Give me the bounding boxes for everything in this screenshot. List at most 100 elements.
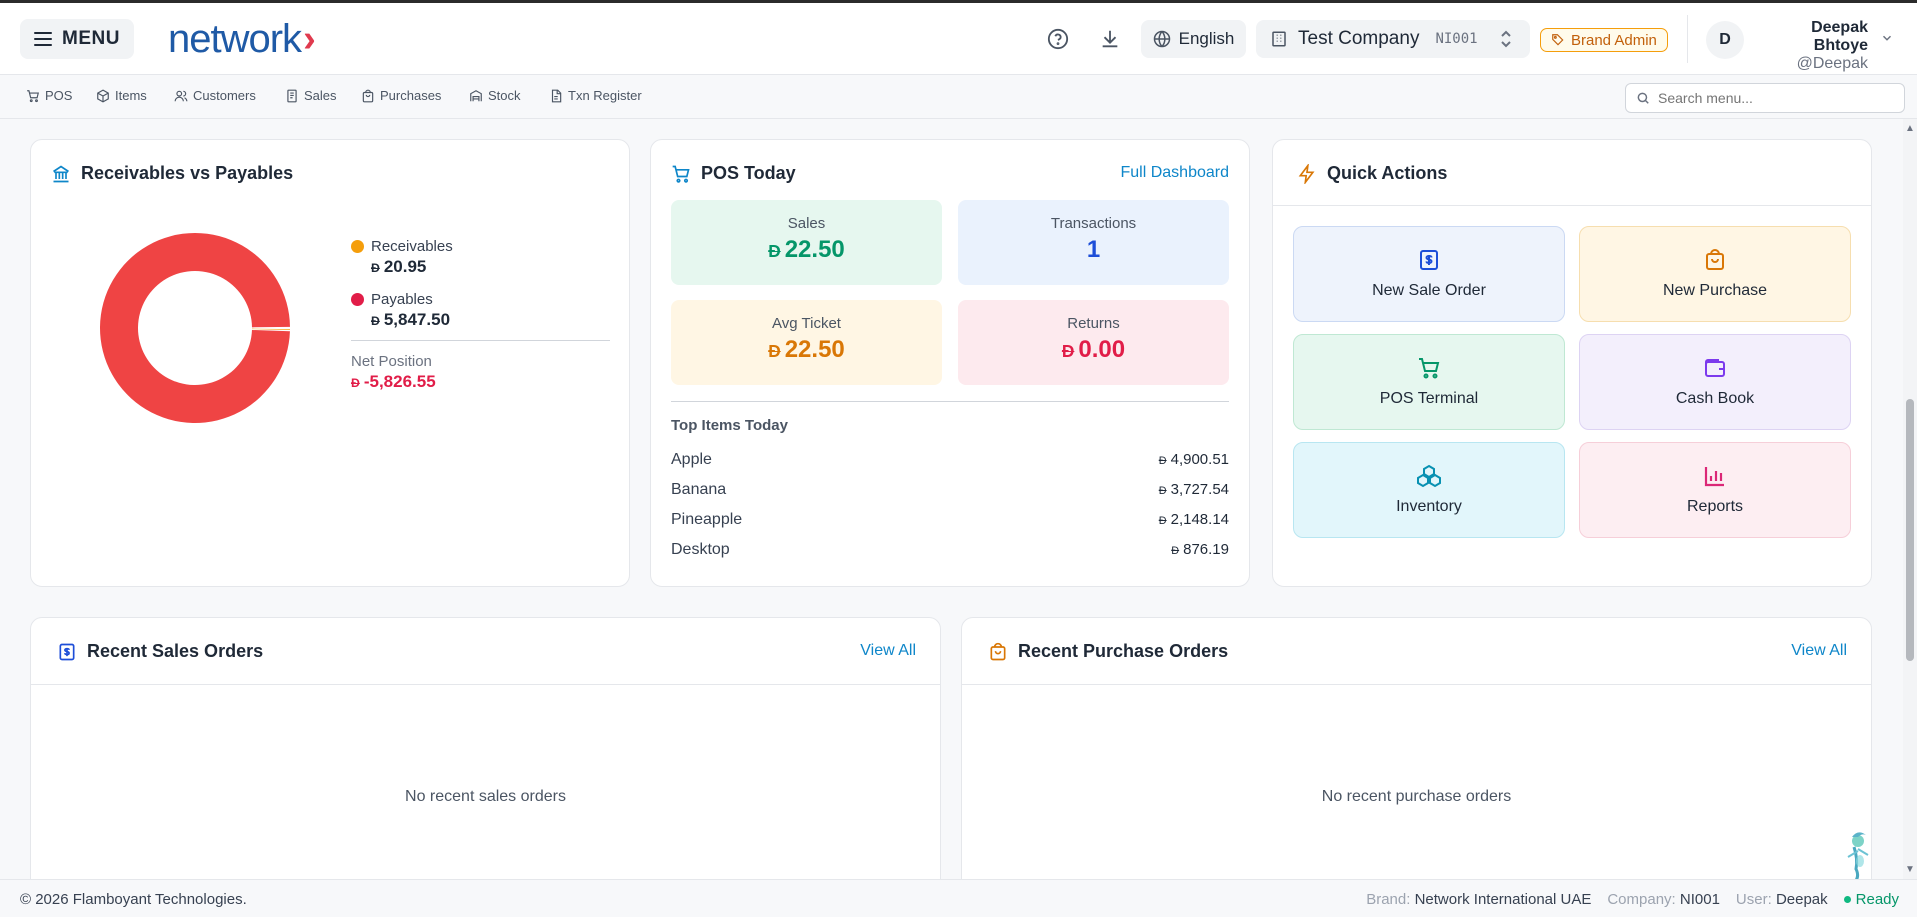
nav-item-txn-register[interactable]: Txn Register	[549, 88, 642, 103]
user-menu[interactable]: Deepak Bhtoye @Deepak	[1758, 19, 1868, 73]
copyright-text: © 2026 Flamboyant Technologies.	[20, 891, 247, 908]
top-item-name: Pineapple	[671, 511, 743, 528]
brand-logo[interactable]: network ›	[168, 17, 316, 62]
stat-label: Returns	[1067, 315, 1120, 332]
nav-item-stock[interactable]: Stock	[469, 88, 521, 103]
net-position-label: Net Position	[351, 353, 432, 370]
quick-actions-title: Quick Actions	[1327, 163, 1448, 183]
search-menu-input[interactable]	[1658, 90, 1878, 106]
avatar[interactable]: D	[1706, 21, 1744, 59]
nav-item-pos[interactable]: POS	[26, 88, 72, 103]
footer-user: User: Deepak	[1736, 891, 1828, 908]
footer-value: Deepak	[1775, 891, 1828, 908]
document-icon	[551, 89, 562, 102]
menu-label: MENU	[62, 28, 120, 49]
view-all-sales-link[interactable]: View All	[860, 642, 916, 659]
quick-actions-card: Quick Actions New Sale Order New Purchas…	[1272, 139, 1872, 587]
receipt-icon	[1420, 250, 1438, 270]
search-menu-field[interactable]	[1625, 83, 1905, 113]
box-icon	[97, 88, 109, 103]
help-icon[interactable]	[1044, 25, 1072, 53]
tile-label: Cash Book	[1675, 390, 1755, 407]
footer-brand: Brand: Network International UAE	[1366, 891, 1591, 908]
avg-ticket-value: 22.50	[784, 336, 845, 363]
view-all-purchases-link[interactable]: View All	[1791, 642, 1847, 659]
company-selector[interactable]: Test Company NI001	[1256, 20, 1530, 58]
top-item-row: Banana Đ 3,727.54	[671, 481, 1229, 499]
bag-icon	[362, 89, 374, 102]
download-icon[interactable]	[1096, 25, 1124, 53]
menu-button[interactable]: MENU	[20, 19, 134, 59]
nav-label: Customers	[193, 88, 256, 103]
full-dashboard-link[interactable]: Full Dashboard	[1120, 164, 1230, 181]
scroll-down-arrow-icon[interactable]: ▼	[1905, 864, 1915, 875]
top-item-name: Banana	[671, 481, 727, 498]
top-item-name: Desktop	[671, 541, 730, 558]
nav-item-purchases[interactable]: Purchases	[361, 88, 441, 103]
hamburger-icon	[34, 32, 53, 46]
company-code: NI001	[1435, 31, 1478, 47]
footer-company: Company: NI001	[1607, 891, 1720, 908]
pos-today-header: POS Today	[671, 163, 796, 184]
shopping-bag-icon	[1706, 249, 1724, 270]
receipt-icon	[287, 89, 297, 102]
recent-purchases-card: Recent Purchase Orders View All No recen…	[961, 617, 1872, 907]
amount-value: 4,900.51	[1170, 451, 1229, 468]
users-icon	[174, 90, 188, 101]
stat-value: Đ 0.00	[958, 336, 1229, 364]
cash-book-button[interactable]: Cash Book	[1579, 334, 1851, 430]
donut-slice-receivables	[251, 328, 290, 330]
sales-value: 22.50	[784, 236, 845, 263]
currency-symbol: Đ	[768, 241, 781, 261]
nav-label: Stock	[488, 88, 521, 103]
nav-label: Txn Register	[568, 88, 642, 103]
header-divider	[1687, 15, 1688, 63]
stat-value: Đ 22.50	[671, 236, 942, 264]
returns-value: 0.00	[1078, 336, 1126, 363]
currency-symbol: Đ	[351, 376, 360, 390]
recent-purchases-divider	[962, 684, 1871, 685]
nav-item-customers[interactable]: Customers	[174, 88, 256, 103]
assistant-mascot-icon[interactable]	[1838, 829, 1878, 885]
payables-value: 5,847.50	[383, 310, 451, 329]
net-position-amount: Đ -5,826.55	[351, 372, 610, 392]
language-selector[interactable]: English	[1141, 20, 1246, 58]
boxes-icon	[1417, 464, 1441, 488]
scroll-thumb[interactable]	[1906, 399, 1914, 661]
chevron-down-icon[interactable]	[1880, 31, 1894, 45]
tag-icon	[1552, 34, 1564, 46]
donut-slice-payables	[100, 233, 290, 424]
top-item-row: Pineapple Đ 2,148.14	[671, 511, 1229, 529]
receivables-card: Receivables vs Payables Receivables Đ 20.…	[30, 139, 630, 587]
receivables-title: Receivables vs Payables	[81, 163, 294, 183]
module-nav: POS Items Customers Sales Purchases Stoc…	[0, 75, 1917, 119]
stat-value: Đ 22.50	[671, 336, 942, 364]
nav-label: POS	[45, 88, 73, 103]
quick-actions-divider	[1273, 205, 1871, 206]
new-purchase-button[interactable]: New Purchase	[1579, 226, 1851, 322]
cart-icon	[27, 89, 39, 102]
currency-symbol: Đ	[371, 314, 380, 328]
inventory-button[interactable]: Inventory	[1293, 442, 1565, 538]
top-item-amount: Đ 2,148.14	[1159, 511, 1229, 529]
page-scrollbar[interactable]: ▲ ▼	[1903, 119, 1917, 879]
pos-terminal-button[interactable]: POS Terminal	[1293, 334, 1565, 430]
top-item-row: Desktop Đ 876.19	[671, 541, 1229, 559]
top-item-amount: Đ 4,900.51	[1159, 451, 1229, 469]
pos-today-card: POS Today Full Dashboard Sales Đ 22.50 Tr…	[650, 139, 1250, 587]
status-footer: © 2026 Flamboyant Technologies. Brand: N…	[0, 879, 1917, 917]
receivables-amount: Đ 20.95	[371, 257, 610, 277]
stat-label: Sales	[787, 215, 826, 232]
shopping-bag-icon	[990, 642, 1006, 660]
receipt-icon	[59, 643, 75, 660]
new-sale-order-button[interactable]: New Sale Order	[1293, 226, 1565, 322]
nav-item-sales[interactable]: Sales	[285, 88, 337, 103]
status-text: Ready	[1855, 891, 1899, 908]
footer-key: Brand:	[1366, 891, 1411, 908]
globe-icon	[1153, 30, 1170, 48]
scroll-up-arrow-icon[interactable]: ▲	[1905, 123, 1915, 134]
stat-label: Avg Ticket	[772, 315, 841, 332]
stat-avg-ticket: Avg Ticket Đ 22.50	[671, 300, 942, 385]
reports-button[interactable]: Reports	[1579, 442, 1851, 538]
nav-item-items[interactable]: Items	[96, 88, 147, 103]
